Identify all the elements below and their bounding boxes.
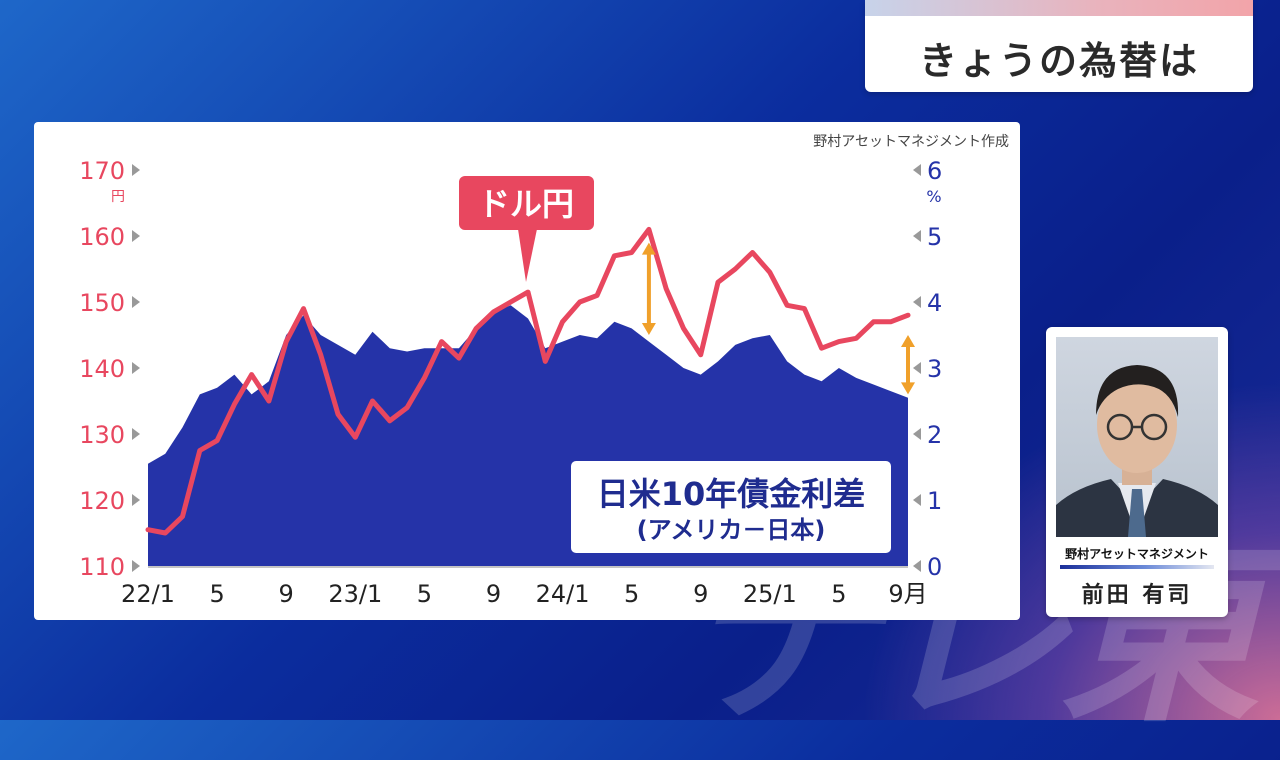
y-right-tick-marker-2 [913,428,921,440]
y-right-tick-label: 1 [927,487,942,515]
y-left-tick-label: 160 [79,223,125,251]
y-left-tick-marker-4 [132,296,140,308]
y-right-tick-marker-3 [913,362,921,374]
page-title: きょうの為替は [865,30,1253,85]
x-tick-label: 5 [209,580,224,608]
y-right-tick-marker-6 [913,164,921,176]
gap-arrow-head-bottom-1 [901,382,915,394]
chart-source-note: 野村アセットマネジメント作成 [813,134,1009,150]
y-right-tick-label: 3 [927,355,942,383]
speaker-organization: 野村アセットマネジメント [1046,545,1228,562]
y-right-tick-label: 2 [927,421,942,449]
x-tick-label: 22/1 [121,580,175,608]
y-left-tick-marker-0 [132,560,140,572]
title-card: きょうの為替は [865,0,1253,92]
y-left-tick-label: 170 [79,157,125,185]
gap-arrow-head-bottom-0 [642,323,656,335]
spread-label-line2: (アメリカ－日本) [637,516,826,544]
chart-svg: 110 120 130 140 150 160 170 円 0 1 2 3 4 5 6% 22/1 5 9 23/1… [34,122,1020,620]
y-right-tick-label: 0 [927,553,942,581]
y-right-tick-marker-5 [913,230,921,242]
y-left-tick-marker-1 [132,494,140,506]
x-tick-label: 24/1 [536,580,590,608]
usdjpy-callout-pointer [518,229,537,282]
x-tick-label: 9 [279,580,294,608]
spread-label-line1: 日米10年債金利差 [597,475,866,513]
x-tick-label: 9月 [888,580,927,608]
y-right-tick-label: 5 [927,223,942,251]
y-left-tick-label: 130 [79,421,125,449]
y-left-tick-marker-5 [132,230,140,242]
y-right-tick-marker-0 [913,560,921,572]
y-left-tick-label: 110 [79,553,125,581]
speaker-portrait-icon [1056,337,1218,537]
y-left-tick-label: 140 [79,355,125,383]
x-tick-label: 5 [624,580,639,608]
x-tick-label: 9 [486,580,501,608]
usdjpy-callout-label: ドル円 [478,185,574,223]
x-tick-label: 25/1 [743,580,797,608]
x-tick-label: 9 [693,580,708,608]
x-tick-label: 5 [831,580,846,608]
y-left-unit: 円 [111,189,125,205]
y-right-tick-marker-1 [913,494,921,506]
chart-panel: 110 120 130 140 150 160 170 円 0 1 2 3 4 5 6% 22/1 5 9 23/1… [34,122,1020,620]
y-left-tick-marker-6 [132,164,140,176]
y-left-tick-marker-2 [132,428,140,440]
title-accent-bar [865,0,1253,16]
y-right-unit: % [926,187,941,206]
y-right-tick-marker-4 [913,296,921,308]
y-left-tick-label: 150 [79,289,125,317]
y-right-tick-label: 6 [927,157,942,185]
y-left-tick-label: 120 [79,487,125,515]
y-right-tick-label: 4 [927,289,942,317]
x-tick-label: 23/1 [328,580,382,608]
y-left-tick-marker-3 [132,362,140,374]
gap-arrow-head-top-1 [901,335,915,347]
speaker-photo [1056,337,1218,537]
speaker-card: 野村アセットマネジメント 前田 有司 [1046,327,1228,617]
x-tick-label: 5 [417,580,432,608]
speaker-divider [1060,565,1214,569]
speaker-name: 前田 有司 [1046,577,1228,609]
